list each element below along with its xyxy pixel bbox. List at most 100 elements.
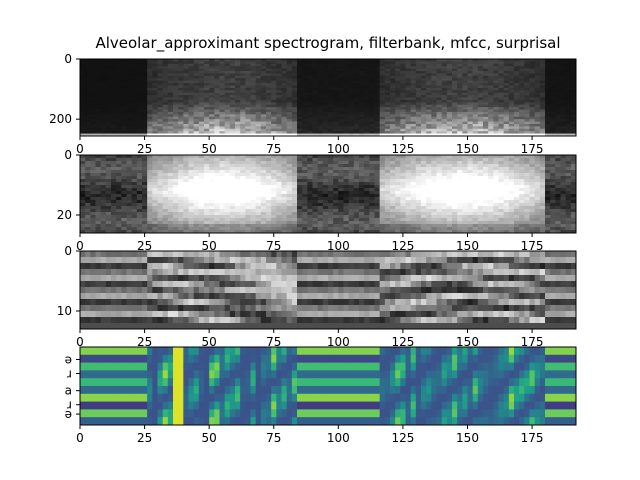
heatmap-cell (147, 185, 153, 189)
heatmap-cell (390, 73, 396, 77)
heatmap-cell (193, 188, 200, 192)
heatmap-cell (157, 133, 164, 136)
heatmap-cell (452, 99, 458, 103)
heatmap-cell (214, 83, 221, 87)
heatmap-cell (415, 97, 422, 101)
heatmap-cell (297, 95, 303, 99)
heatmap-cell (395, 164, 401, 168)
heatmap-cell (462, 203, 469, 207)
heatmap-cell (209, 173, 215, 177)
heatmap-cell (271, 92, 277, 96)
heatmap-cell (353, 102, 360, 106)
heatmap-cell (85, 99, 91, 103)
heatmap-cell (446, 61, 453, 65)
heatmap-cell (307, 116, 314, 120)
heatmap-cell (80, 61, 86, 65)
heatmap-cell (483, 75, 489, 79)
heatmap-cell (142, 123, 148, 127)
heatmap-cell (550, 119, 556, 123)
heatmap-cell (493, 107, 500, 111)
heatmap-cell (457, 73, 463, 77)
heatmap-cell (209, 63, 215, 67)
heatmap-cell (116, 109, 122, 113)
heatmap-cell (328, 173, 334, 177)
heatmap-cell (539, 209, 546, 213)
heatmap-cell (431, 114, 438, 118)
heatmap-cell (488, 182, 494, 186)
heatmap-cell (136, 128, 143, 132)
heatmap-cell (271, 61, 277, 65)
heatmap-cell (457, 176, 463, 180)
heatmap-cell (488, 206, 494, 210)
heatmap-cell (524, 111, 531, 115)
heatmap-cell (188, 71, 195, 75)
heatmap-cell (514, 104, 520, 108)
heatmap-cell (209, 185, 215, 189)
heatmap-cell (95, 68, 102, 72)
heatmap-cell (116, 87, 122, 91)
heatmap-cell (317, 194, 324, 198)
heatmap-cell (405, 123, 412, 127)
heatmap-cell (322, 173, 329, 177)
heatmap-cell (147, 121, 153, 125)
heatmap-cell (224, 170, 231, 174)
heatmap-cell (503, 209, 510, 213)
heatmap-cell (271, 109, 277, 113)
heatmap-cell (426, 194, 432, 198)
heatmap-cell (493, 61, 500, 65)
heatmap-cell (467, 133, 474, 136)
heatmap-cell (493, 123, 500, 127)
heatmap-cell (291, 194, 298, 198)
heatmap-cell (441, 182, 448, 186)
heatmap-cell (560, 206, 567, 210)
heatmap-cell (214, 197, 221, 201)
heatmap-cell (271, 194, 277, 198)
heatmap-cell (152, 102, 159, 106)
heatmap-cell (219, 73, 226, 77)
heatmap-cell (405, 131, 412, 135)
heatmap-cell (136, 73, 143, 77)
heatmap-cell (183, 194, 190, 198)
heatmap-cell (426, 188, 432, 192)
heatmap-cell (183, 102, 190, 106)
heatmap-cell (477, 95, 484, 99)
heatmap-cell (235, 191, 241, 195)
heatmap-cell (550, 104, 556, 108)
heatmap-cell (219, 63, 226, 67)
heatmap-cell (519, 161, 525, 165)
heatmap-cell (167, 80, 174, 84)
heatmap-cell (343, 173, 350, 177)
heatmap-cell (421, 164, 427, 168)
heatmap-cell (281, 167, 288, 171)
heatmap-cell (555, 102, 562, 106)
heatmap-cell (167, 109, 174, 113)
heatmap-cell (348, 63, 355, 67)
heatmap-cell (245, 131, 252, 135)
heatmap-cell (534, 111, 541, 115)
heatmap-cell (384, 80, 391, 84)
heatmap-cell (95, 126, 102, 130)
heatmap-cell (493, 191, 500, 195)
heatmap-cell (457, 121, 463, 125)
heatmap-cell (348, 104, 355, 108)
heatmap-cell (353, 78, 360, 82)
heatmap-cell (426, 80, 432, 84)
heatmap-cell (111, 59, 117, 63)
heatmap-cell (529, 71, 536, 75)
heatmap-cell (477, 71, 484, 75)
heatmap-cell (555, 78, 562, 82)
heatmap-cell (224, 200, 231, 204)
heatmap-cell (446, 167, 453, 171)
heatmap-cell (219, 61, 226, 65)
heatmap-cell (483, 95, 489, 99)
heatmap-cell (214, 87, 221, 91)
heatmap-cell (105, 75, 112, 79)
heatmap-cell (105, 126, 112, 130)
heatmap-cell (147, 116, 153, 120)
heatmap-cell (204, 176, 210, 180)
heatmap-cell (157, 85, 164, 89)
heatmap-cell (353, 161, 360, 165)
heatmap-cell (333, 92, 339, 96)
heatmap-cell (271, 68, 277, 72)
heatmap-cell (503, 182, 510, 186)
